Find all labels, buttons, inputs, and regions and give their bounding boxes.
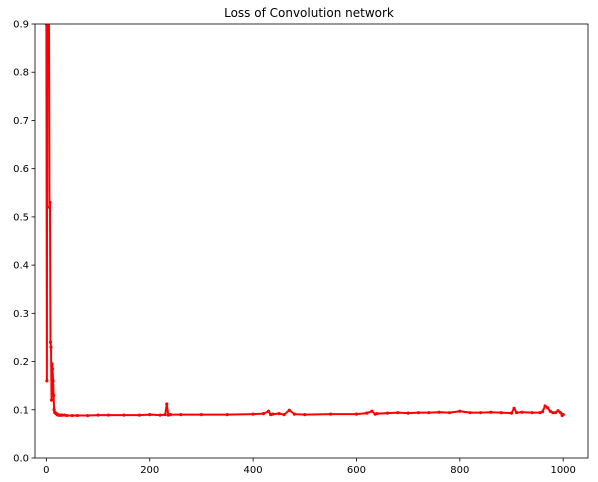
data-point xyxy=(515,411,519,415)
data-point xyxy=(478,411,483,415)
data-point xyxy=(499,411,503,415)
y-tick-label: 0.2 xyxy=(13,357,29,368)
y-tick-label: 0.7 xyxy=(13,116,29,127)
data-point xyxy=(48,340,53,344)
data-point xyxy=(416,411,421,415)
data-point xyxy=(165,402,169,406)
data-point xyxy=(520,410,524,414)
y-tick-label: 0.3 xyxy=(13,309,29,320)
data-point xyxy=(168,413,173,417)
data-point xyxy=(199,413,204,417)
data-point xyxy=(282,413,286,417)
series-layer xyxy=(44,24,565,418)
data-point xyxy=(137,413,141,417)
data-point xyxy=(365,411,369,415)
x-tick-label: 1000 xyxy=(550,465,575,476)
data-point xyxy=(543,404,547,408)
data-point xyxy=(530,411,534,415)
data-point xyxy=(45,379,49,383)
data-point xyxy=(70,413,74,418)
data-point xyxy=(303,413,307,417)
data-point xyxy=(468,411,472,415)
x-tick-label: 200 xyxy=(140,465,159,476)
data-point xyxy=(158,413,162,417)
x-axis: 0 200 400 600 800 1000 xyxy=(43,458,576,476)
data-point xyxy=(46,65,51,69)
data-point xyxy=(553,411,558,415)
data-point xyxy=(96,413,100,417)
data-point xyxy=(148,413,152,417)
data-point xyxy=(251,412,255,416)
x-tick-label: 0 xyxy=(43,465,49,476)
data-point xyxy=(538,411,542,415)
data-point xyxy=(540,410,545,414)
data-point xyxy=(50,367,55,371)
data-point xyxy=(458,409,462,413)
data-point xyxy=(277,412,281,416)
data-point xyxy=(489,410,493,414)
data-point xyxy=(49,345,53,349)
plot-area xyxy=(44,24,565,418)
data-point xyxy=(447,411,452,415)
data-point xyxy=(65,413,69,418)
y-tick-label: 0.6 xyxy=(13,164,29,175)
data-point xyxy=(354,412,359,416)
data-point xyxy=(427,411,431,415)
data-point xyxy=(271,412,275,416)
chart-title: Loss of Convolution network xyxy=(224,6,394,20)
y-axis: 0.0 0.1 0.2 0.3 0.4 0.5 0.6 0.7 0.8 0.9 xyxy=(13,20,35,465)
data-point xyxy=(62,413,67,417)
data-point xyxy=(329,412,333,416)
data-point xyxy=(556,409,560,413)
data-point xyxy=(106,413,110,417)
data-point xyxy=(267,409,271,413)
data-point xyxy=(396,411,400,415)
y-tick-label: 0.5 xyxy=(13,212,29,223)
data-point xyxy=(559,411,563,415)
data-point xyxy=(47,205,52,209)
data-point xyxy=(509,411,514,415)
data-point xyxy=(561,413,565,417)
data-point xyxy=(51,379,55,383)
data-point xyxy=(437,410,441,414)
x-tick-label: 600 xyxy=(347,465,366,476)
data-point xyxy=(75,413,79,418)
y-tick-label: 0.9 xyxy=(13,20,29,31)
x-tick-label: 800 xyxy=(450,465,469,476)
data-point xyxy=(225,413,229,417)
data-point xyxy=(52,393,56,397)
y-tick-label: 0.4 xyxy=(13,261,29,272)
data-point xyxy=(512,406,516,410)
data-point xyxy=(551,411,555,415)
axes-frame xyxy=(34,23,589,459)
data-point xyxy=(375,412,379,416)
data-point xyxy=(50,362,54,366)
y-tick-label: 0.1 xyxy=(13,405,29,416)
data-point xyxy=(261,412,266,416)
data-point xyxy=(179,413,183,417)
data-point xyxy=(86,413,90,418)
data-point xyxy=(122,413,126,417)
data-point xyxy=(49,398,54,402)
data-point xyxy=(52,408,56,412)
x-tick-label: 400 xyxy=(244,465,263,476)
data-point xyxy=(406,411,410,415)
y-tick-label: 0.8 xyxy=(13,68,29,79)
data-point xyxy=(60,413,64,417)
y-tick-label: 0.0 xyxy=(13,454,29,465)
data-point xyxy=(163,413,167,417)
data-point xyxy=(292,412,297,416)
data-point xyxy=(370,409,374,413)
data-point xyxy=(48,200,52,205)
data-point xyxy=(546,406,550,410)
data-point xyxy=(385,411,390,415)
data-point xyxy=(287,408,291,412)
data-point xyxy=(548,409,552,413)
